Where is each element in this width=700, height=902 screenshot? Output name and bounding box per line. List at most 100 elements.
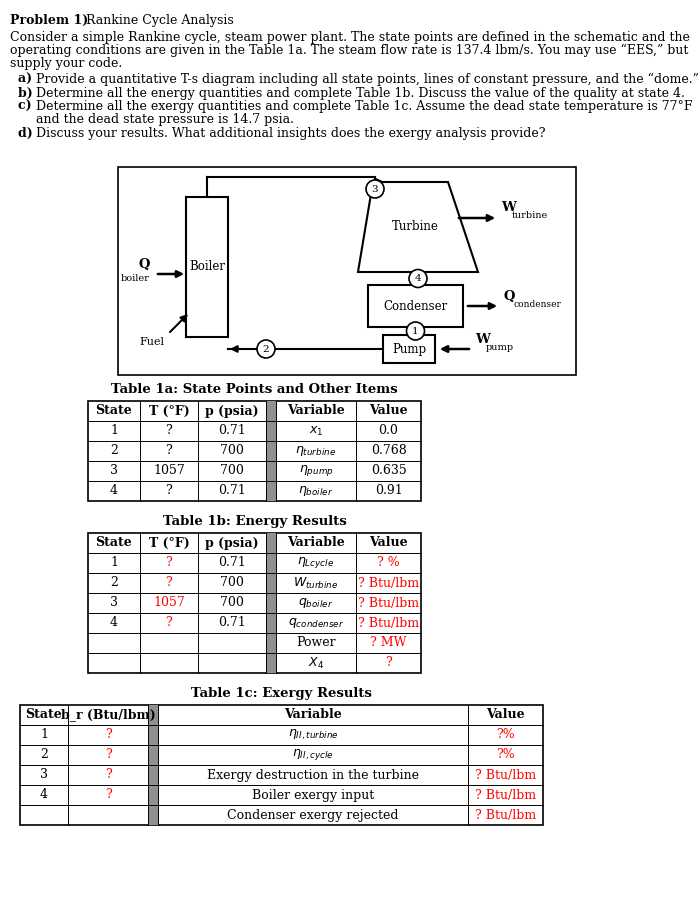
Text: 3: 3 xyxy=(372,185,378,194)
Text: State: State xyxy=(96,404,132,418)
Text: Q: Q xyxy=(503,290,514,303)
Text: p (psia): p (psia) xyxy=(205,404,259,418)
Text: 4: 4 xyxy=(110,484,118,498)
Text: 4: 4 xyxy=(40,788,48,802)
Text: $\eta_{II,cycle}$: $\eta_{II,cycle}$ xyxy=(292,748,334,762)
Circle shape xyxy=(366,180,384,198)
Text: 700: 700 xyxy=(220,576,244,590)
Text: Table 1c: Exergy Results: Table 1c: Exergy Results xyxy=(191,687,372,700)
Text: Power: Power xyxy=(296,637,336,649)
Text: 0.0: 0.0 xyxy=(379,425,398,437)
Text: Condenser: Condenser xyxy=(384,299,447,312)
Text: 700: 700 xyxy=(220,445,244,457)
Text: Variable: Variable xyxy=(284,708,342,722)
Text: ? Btu/lbm: ? Btu/lbm xyxy=(358,616,419,630)
Text: ?: ? xyxy=(166,445,172,457)
Text: $\eta_{boiler}$: $\eta_{boiler}$ xyxy=(298,484,334,498)
Text: 0.91: 0.91 xyxy=(374,484,402,498)
Text: b_r (Btu/lbm): b_r (Btu/lbm) xyxy=(61,708,155,722)
Text: Value: Value xyxy=(486,708,525,722)
Text: Variable: Variable xyxy=(287,404,345,418)
Text: operating conditions are given in the Table 1a. The steam flow rate is 137.4 lbm: operating conditions are given in the Ta… xyxy=(10,44,688,57)
Text: a): a) xyxy=(18,73,36,86)
Text: W: W xyxy=(501,201,516,214)
Text: ?: ? xyxy=(104,749,111,761)
Bar xyxy=(148,705,158,825)
Text: Pump: Pump xyxy=(392,343,426,355)
Text: 1057: 1057 xyxy=(153,596,185,610)
Text: turbine: turbine xyxy=(512,211,548,220)
Text: Value: Value xyxy=(369,404,408,418)
Text: Turbine: Turbine xyxy=(392,220,439,234)
Text: Variable: Variable xyxy=(287,537,345,549)
Bar xyxy=(88,401,421,501)
Text: pump: pump xyxy=(486,343,514,352)
Bar xyxy=(266,401,276,501)
Text: and the dead state pressure is 14.7 psia.: and the dead state pressure is 14.7 psia… xyxy=(36,114,294,126)
Text: W: W xyxy=(475,333,490,346)
Bar xyxy=(20,705,543,825)
Bar xyxy=(118,167,576,375)
Text: $X_4$: $X_4$ xyxy=(308,656,324,670)
Bar xyxy=(368,285,463,327)
Text: ?: ? xyxy=(166,484,172,498)
Text: $\eta_{turbine}$: $\eta_{turbine}$ xyxy=(295,444,337,458)
Text: boiler: boiler xyxy=(121,274,150,283)
Text: 0.635: 0.635 xyxy=(370,465,407,477)
Text: 0.768: 0.768 xyxy=(370,445,407,457)
Text: ? Btu/lbm: ? Btu/lbm xyxy=(475,769,536,781)
Text: ?: ? xyxy=(104,729,111,741)
Text: 2: 2 xyxy=(262,345,270,354)
Text: 3: 3 xyxy=(110,596,118,610)
Circle shape xyxy=(257,340,275,358)
Text: 1057: 1057 xyxy=(153,465,185,477)
Text: State: State xyxy=(26,708,62,722)
Text: Determine all the exergy quantities and complete Table 1c. Assume the dead state: Determine all the exergy quantities and … xyxy=(36,100,692,113)
Text: ?: ? xyxy=(104,788,111,802)
Text: ? MW: ? MW xyxy=(370,637,407,649)
Text: ?%: ?% xyxy=(496,749,515,761)
Text: Table 1a: State Points and Other Items: Table 1a: State Points and Other Items xyxy=(111,383,398,396)
Text: c): c) xyxy=(18,100,36,113)
Text: ?: ? xyxy=(385,657,392,669)
Text: T (°F): T (°F) xyxy=(148,537,190,549)
Text: ?: ? xyxy=(104,769,111,781)
Text: 2: 2 xyxy=(110,576,118,590)
Bar xyxy=(186,197,228,337)
Bar xyxy=(383,335,435,363)
Text: ?%: ?% xyxy=(496,729,515,741)
Text: ? Btu/lbm: ? Btu/lbm xyxy=(358,596,419,610)
Text: b): b) xyxy=(18,87,37,99)
Text: condenser: condenser xyxy=(513,300,561,309)
Text: 2: 2 xyxy=(110,445,118,457)
Text: Rankine Cycle Analysis: Rankine Cycle Analysis xyxy=(74,14,234,27)
Text: $\eta_{Lcycle}$: $\eta_{Lcycle}$ xyxy=(298,556,335,570)
Text: Value: Value xyxy=(369,537,408,549)
Text: 0.71: 0.71 xyxy=(218,616,246,630)
Text: 1: 1 xyxy=(110,557,118,569)
Circle shape xyxy=(409,270,427,288)
Text: 1: 1 xyxy=(110,425,118,437)
Text: Determine all the energy quantities and complete Table 1b. Discuss the value of : Determine all the energy quantities and … xyxy=(36,87,685,99)
Text: 0.71: 0.71 xyxy=(218,557,246,569)
Text: 3: 3 xyxy=(40,769,48,781)
Text: $x_1$: $x_1$ xyxy=(309,425,323,437)
Text: ? Btu/lbm: ? Btu/lbm xyxy=(475,808,536,822)
Text: 1: 1 xyxy=(40,729,48,741)
Bar xyxy=(88,533,421,673)
Text: Condenser exergy rejected: Condenser exergy rejected xyxy=(228,808,399,822)
Text: Boiler exergy input: Boiler exergy input xyxy=(252,788,374,802)
Text: ?: ? xyxy=(166,576,172,590)
Text: $q_{boiler}$: $q_{boiler}$ xyxy=(298,596,334,610)
Text: $q_{condenser}$: $q_{condenser}$ xyxy=(288,616,344,630)
Text: 0.71: 0.71 xyxy=(218,425,246,437)
Bar xyxy=(266,533,276,673)
Circle shape xyxy=(407,322,424,340)
Text: Provide a quantitative T-s diagram including all state points, lines of constant: Provide a quantitative T-s diagram inclu… xyxy=(36,73,699,87)
Text: 0.71: 0.71 xyxy=(218,484,246,498)
Text: ?: ? xyxy=(166,425,172,437)
Text: ? %: ? % xyxy=(377,557,400,569)
Text: $\eta_{pump}$: $\eta_{pump}$ xyxy=(299,464,333,478)
Text: ? Btu/lbm: ? Btu/lbm xyxy=(475,788,536,802)
Text: Problem 1): Problem 1) xyxy=(10,14,88,27)
